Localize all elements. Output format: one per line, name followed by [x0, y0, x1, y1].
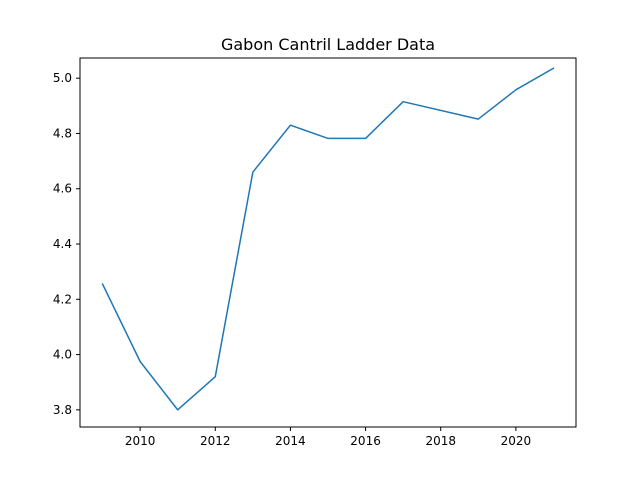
y-tick-label: 4.8	[53, 126, 72, 140]
x-tick-label: 2014	[275, 434, 306, 448]
x-tick-label: 2010	[125, 434, 156, 448]
y-tick-label: 5.0	[53, 71, 72, 85]
x-tick-label: 2020	[501, 434, 532, 448]
chart-title: Gabon Cantril Ladder Data	[221, 35, 435, 54]
y-tick-label: 4.6	[53, 182, 72, 196]
plot-area: 2010 2012 2014 2016 2018 2020 3.8 4.0 4.2 4.4 4.6 4…	[53, 57, 577, 448]
axes-frame	[79, 57, 577, 428]
y-tick-label: 4.2	[53, 292, 72, 306]
x-tick-label: 2012	[200, 434, 231, 448]
series-line-0	[101, 67, 555, 411]
y-tick-label: 3.8	[53, 403, 72, 417]
y-tick-label: 4.4	[53, 237, 72, 251]
x-tick-label: 2016	[350, 434, 381, 448]
y-tick-label: 4.0	[53, 348, 72, 362]
x-tick-label: 2018	[425, 434, 456, 448]
